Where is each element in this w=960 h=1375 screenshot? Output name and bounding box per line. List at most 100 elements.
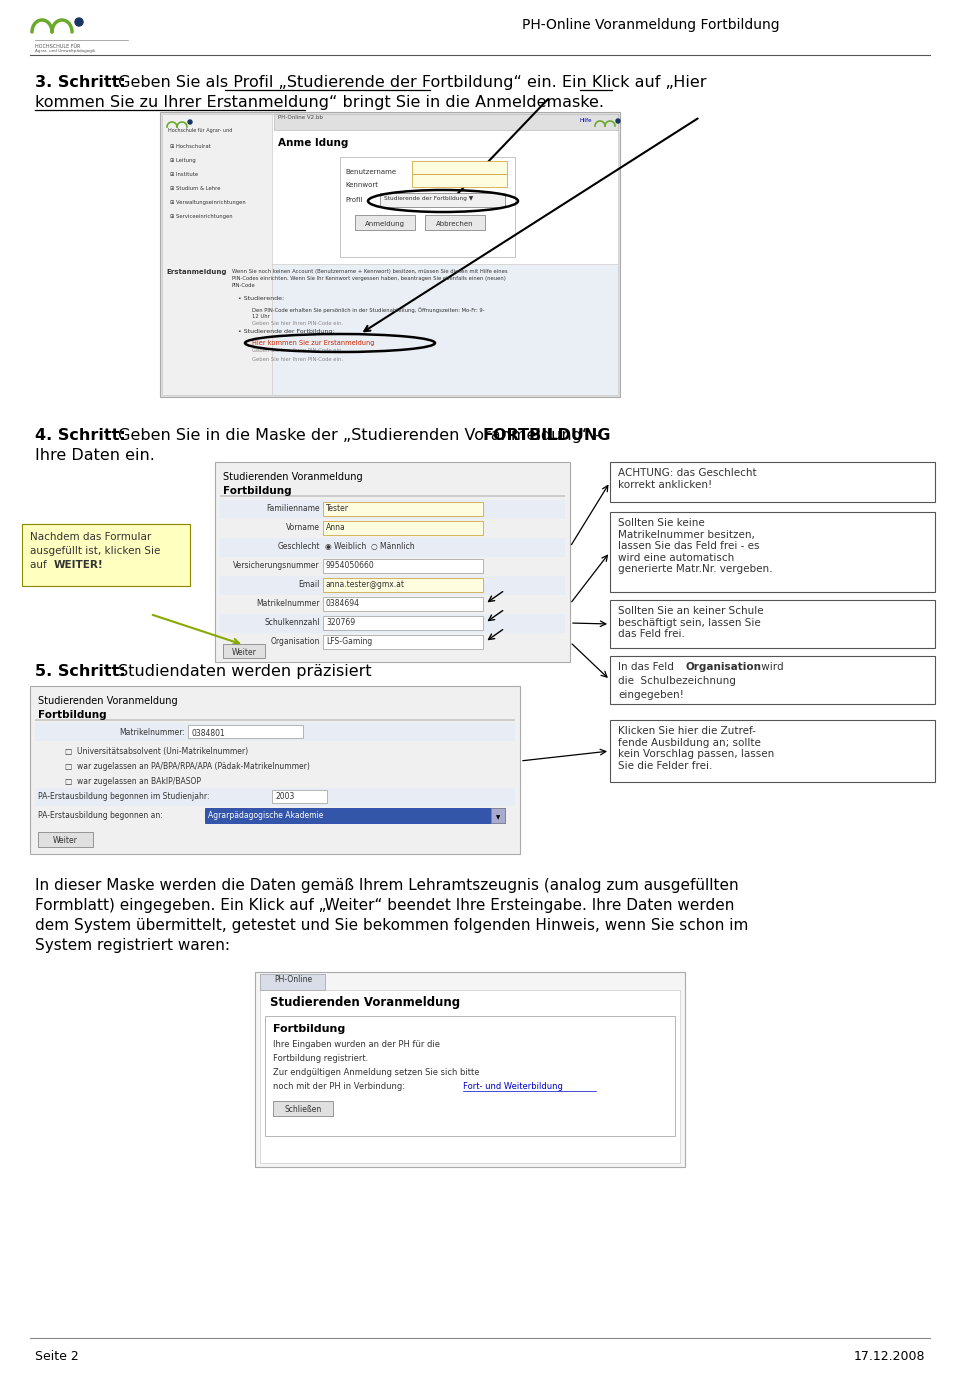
Text: dem System übermittelt, getestet und Sie bekommen folgenden Hinweis, wenn Sie sc: dem System übermittelt, getestet und Sie… — [35, 918, 749, 934]
Text: PH-Online V2.bb: PH-Online V2.bb — [278, 116, 323, 120]
Bar — [425, 214, 485, 230]
Text: Klicken Sie hier die Zutref-
fende Ausbildung an; sollte
kein Vorschlag passen, : Klicken Sie hier die Zutref- fende Ausbi… — [618, 726, 775, 771]
Bar — [610, 600, 935, 648]
Text: In dieser Maske werden die Daten gemäß Ihrem Lehramtszeugnis (analog zum ausgefü: In dieser Maske werden die Daten gemäß I… — [35, 879, 738, 892]
Text: ◉ Weiblich  ○ Männlich: ◉ Weiblich ○ Männlich — [325, 542, 415, 551]
Bar — [220, 576, 565, 595]
Text: Studierenden Voranmeldung: Studierenden Voranmeldung — [223, 472, 363, 483]
Text: kommen Sie zu Ihrer Erstanmeldung“ bringt Sie in die Anmeldemaske.: kommen Sie zu Ihrer Erstanmeldung“ bring… — [35, 95, 604, 110]
Bar — [205, 808, 505, 824]
Bar — [323, 560, 483, 573]
Bar — [260, 974, 325, 990]
Text: Fortbildung: Fortbildung — [273, 1024, 346, 1034]
Bar — [160, 111, 620, 397]
Text: Weiter: Weiter — [53, 836, 78, 846]
Bar — [610, 462, 935, 502]
Text: Hier kommen Sie zur Erstanmeldung: Hier kommen Sie zur Erstanmeldung — [252, 340, 374, 346]
Bar — [380, 193, 505, 208]
Bar — [162, 114, 272, 395]
Text: Hilfe: Hilfe — [580, 118, 592, 122]
Text: System registriert waren:: System registriert waren: — [35, 938, 230, 953]
Bar — [162, 264, 618, 395]
Text: LFS-Gaming: LFS-Gaming — [326, 637, 372, 646]
Bar — [340, 157, 515, 257]
Text: Matrikelnummer:: Matrikelnummer: — [119, 727, 185, 737]
Bar — [610, 512, 935, 593]
Bar — [265, 1016, 675, 1136]
Text: Studierenden Voranmeldung: Studierenden Voranmeldung — [270, 996, 460, 1009]
Text: Fortbildung: Fortbildung — [223, 485, 292, 496]
Text: Geben Sie hier Ihren PIN-Code ein.: Geben Sie hier Ihren PIN-Code ein. — [252, 358, 343, 362]
Text: ACHTUNG: das Geschlecht
korrekt anklicken!: ACHTUNG: das Geschlecht korrekt anklicke… — [618, 468, 756, 490]
Text: Geben Sie als Profil „Studierende der Fortbildung“ ein. Ein Klick auf „Hier: Geben Sie als Profil „Studierende der Fo… — [113, 76, 707, 89]
Text: Fort- und Weiterbildung: Fort- und Weiterbildung — [463, 1082, 563, 1090]
Text: Sollten Sie keine
Matrikelnummer besitzen,
lassen Sie das Feld frei - es
wird ei: Sollten Sie keine Matrikelnummer besitze… — [618, 518, 773, 575]
Text: Tester: Tester — [326, 505, 349, 513]
Bar — [220, 538, 565, 557]
Bar — [273, 1101, 333, 1116]
Bar — [323, 502, 483, 516]
Text: Geschlecht: Geschlecht — [277, 542, 320, 551]
Text: Anna: Anna — [326, 522, 346, 532]
Text: Wenn Sie noch keinen Account (Benutzername + Kennwort) besitzen, müssen Sie dies: Wenn Sie noch keinen Account (Benutzerna… — [232, 270, 508, 274]
Text: 320769: 320769 — [326, 617, 355, 627]
Text: Fortbildung: Fortbildung — [38, 710, 107, 720]
Bar — [220, 495, 565, 496]
Text: Anme ldung: Anme ldung — [278, 138, 348, 148]
Text: ⊞ Hochschulrat: ⊞ Hochschulrat — [170, 144, 211, 148]
Bar — [355, 214, 415, 230]
Text: PH-Online Voranmeldung Fortbildung: PH-Online Voranmeldung Fortbildung — [522, 18, 780, 32]
Text: Familienname: Familienname — [266, 505, 320, 513]
Text: • Studierende:: • Studierende: — [238, 296, 284, 301]
Circle shape — [188, 120, 192, 124]
Bar — [220, 615, 565, 632]
Text: noch mit der PH in Verbindung:: noch mit der PH in Verbindung: — [273, 1082, 408, 1090]
Bar — [215, 462, 570, 661]
Circle shape — [75, 18, 83, 26]
Text: PIN-Code: PIN-Code — [232, 283, 255, 287]
Text: □  war zugelassen an BAkIP/BASOP: □ war zugelassen an BAkIP/BASOP — [65, 777, 201, 786]
Bar — [274, 114, 618, 131]
Bar — [610, 656, 935, 704]
Text: • Studierende der Fortbildung:: • Studierende der Fortbildung: — [238, 329, 334, 334]
Bar — [323, 635, 483, 649]
Text: FORTBILDUNG: FORTBILDUNG — [483, 428, 612, 443]
Text: Anmeldung: Anmeldung — [365, 221, 405, 227]
Text: Zur endgültigen Anmeldung setzen Sie sich bitte: Zur endgültigen Anmeldung setzen Sie sic… — [273, 1068, 479, 1077]
Text: Ihre Eingaben wurden an der PH für die: Ihre Eingaben wurden an der PH für die — [273, 1040, 440, 1049]
Text: Studierenden Voranmeldung: Studierenden Voranmeldung — [38, 696, 178, 705]
Text: Den PIN-Code erhalten Sie persönlich in der Studienabteilung, Öffnungszeiten: Mo: Den PIN-Code erhalten Sie persönlich in … — [252, 307, 485, 312]
Bar — [323, 521, 483, 535]
Bar — [35, 788, 515, 806]
Text: PIN-Codes einrichten. Wenn Sie Ihr Kennwort vergessen haben, beantragen Sie eben: PIN-Codes einrichten. Wenn Sie Ihr Kennw… — [232, 276, 506, 280]
Text: Studierende der Fortbildung ▼: Studierende der Fortbildung ▼ — [384, 197, 473, 201]
Text: Schließen: Schließen — [284, 1106, 322, 1114]
Text: ⊞ Studium & Lehre: ⊞ Studium & Lehre — [170, 186, 221, 191]
Text: PA-Erstausbildung begonnen im Studienjahr:: PA-Erstausbildung begonnen im Studienjah… — [38, 792, 209, 802]
Text: 0384801: 0384801 — [191, 729, 225, 738]
Bar — [260, 990, 680, 1163]
Bar — [30, 686, 520, 854]
Bar — [223, 644, 265, 659]
Text: Weiter: Weiter — [231, 648, 256, 657]
Text: ▼: ▼ — [496, 815, 500, 820]
Text: Ihre Daten ein.: Ihre Daten ein. — [35, 448, 155, 463]
Text: 3. Schritt:: 3. Schritt: — [35, 76, 126, 89]
Text: Formblatt) eingegeben. Ein Klick auf „Weiter“ beendet Ihre Ersteingabe. Ihre Dat: Formblatt) eingegeben. Ein Klick auf „We… — [35, 898, 734, 913]
Text: Schulkennzahl: Schulkennzahl — [265, 617, 320, 627]
Text: Profil: Profil — [345, 197, 363, 203]
Bar — [188, 725, 303, 738]
Bar — [412, 161, 507, 175]
Text: Nachdem das Formular: Nachdem das Formular — [30, 532, 152, 542]
Bar — [22, 524, 190, 586]
Text: Matrikelnummer: Matrikelnummer — [256, 600, 320, 608]
Text: Benutzername: Benutzername — [345, 169, 396, 175]
Text: eingegeben!: eingegeben! — [618, 690, 684, 700]
Text: Fortbildung registriert.: Fortbildung registriert. — [273, 1055, 369, 1063]
Text: Erstanmeldung: Erstanmeldung — [166, 270, 227, 275]
Bar — [38, 832, 93, 847]
Text: Sollten Sie an keiner Schule
beschäftigt sein, lassen Sie
das Feld frei.: Sollten Sie an keiner Schule beschäftigt… — [618, 606, 763, 639]
Bar — [255, 972, 685, 1167]
Text: ⊞ Serviceeinrichtungen: ⊞ Serviceeinrichtungen — [170, 214, 232, 219]
Text: ausgefüllt ist, klicken Sie: ausgefüllt ist, klicken Sie — [30, 546, 160, 556]
